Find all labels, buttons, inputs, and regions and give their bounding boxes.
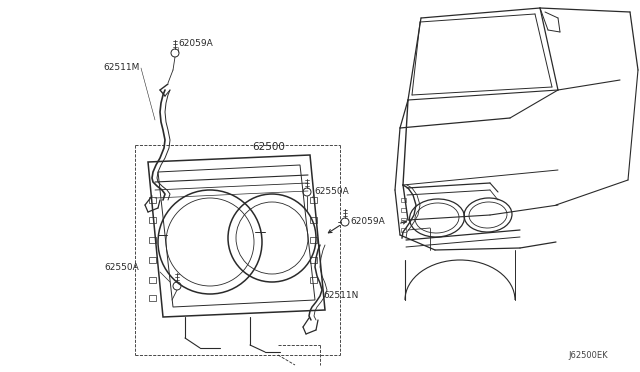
Bar	[149, 257, 156, 263]
Text: 62550A: 62550A	[314, 187, 349, 196]
Bar	[310, 197, 317, 203]
Text: 62500: 62500	[252, 142, 285, 152]
Bar	[310, 217, 317, 223]
Bar	[401, 198, 406, 202]
Bar	[310, 257, 317, 263]
Bar	[149, 295, 156, 301]
Bar	[310, 237, 317, 243]
Bar	[149, 277, 156, 283]
Bar	[149, 237, 156, 243]
Bar	[401, 218, 406, 222]
Text: 62511N: 62511N	[323, 292, 358, 301]
Text: 62059A: 62059A	[178, 38, 212, 48]
Text: 62550A: 62550A	[104, 263, 139, 272]
Text: J62500EK: J62500EK	[568, 352, 607, 360]
Bar	[401, 208, 406, 212]
Bar	[401, 228, 406, 232]
Bar	[310, 277, 317, 283]
Text: 62511M: 62511M	[103, 64, 140, 73]
Bar	[149, 197, 156, 203]
Bar	[149, 217, 156, 223]
Text: 62059A: 62059A	[350, 218, 385, 227]
